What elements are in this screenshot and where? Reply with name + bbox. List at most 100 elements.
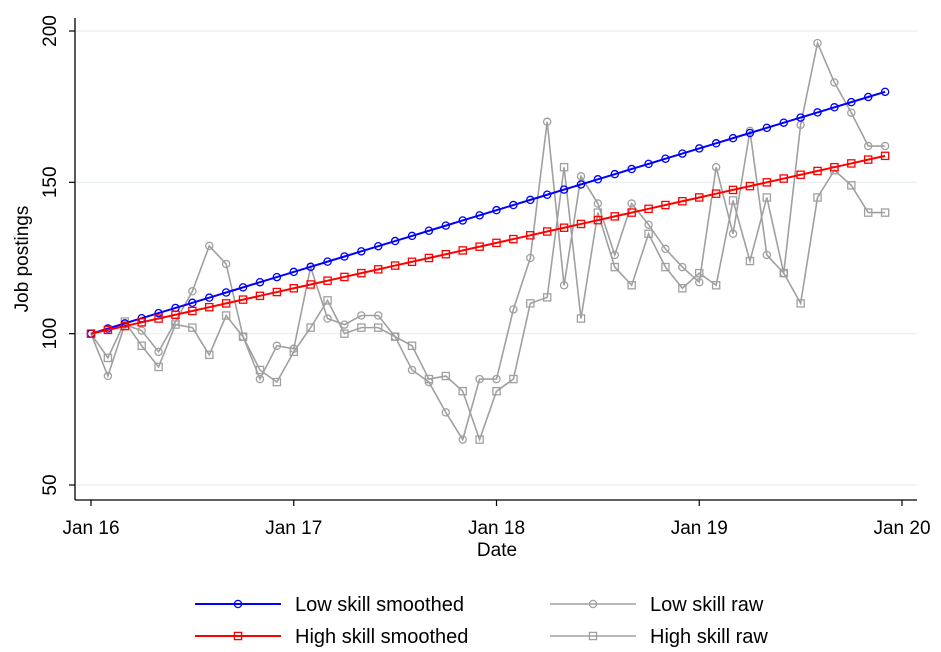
data-point-high-skill-smoothed: [830, 162, 839, 172]
data-point-low-skill-raw: [272, 341, 282, 351]
data-point-low-skill-smoothed: [559, 185, 569, 194]
series-line-high-skill-raw: [90, 167, 886, 443]
data-point-low-skill-smoothed: [323, 257, 332, 266]
data-point-low-skill-smoothed: [424, 226, 434, 236]
data-point-low-skill-raw: [154, 347, 163, 357]
data-point-high-skill-smoothed: [627, 208, 636, 217]
data-point-high-skill-smoothed: [779, 174, 788, 183]
y-tick-label: 200: [40, 15, 61, 47]
data-point-high-skill-smoothed: [644, 204, 653, 214]
y-tick-label: 50: [40, 474, 61, 495]
data-point-high-skill-raw: [728, 196, 738, 205]
data-point-low-skill-smoothed: [340, 252, 349, 261]
legend-item-high-skill-smoothed: High skill smoothed: [195, 626, 468, 648]
data-point-high-skill-smoothed: [576, 219, 586, 229]
data-point-high-skill-raw: [762, 193, 772, 202]
data-point-low-skill-raw: [542, 117, 552, 127]
legend-swatch-marker: [588, 631, 598, 641]
data-point-low-skill-smoothed: [357, 247, 366, 256]
data-point-low-skill-raw: [678, 262, 687, 272]
data-point-high-skill-smoothed: [678, 196, 687, 206]
data-point-low-skill-raw: [830, 78, 839, 87]
data-point-low-skill-smoothed: [407, 231, 417, 241]
data-point-low-skill-raw: [441, 408, 451, 417]
data-point-high-skill-smoothed: [255, 291, 265, 301]
data-point-low-skill-raw: [103, 371, 113, 381]
data-point-high-skill-smoothed: [559, 223, 569, 232]
data-point-high-skill-smoothed: [424, 253, 434, 263]
legend-label: High skill smoothed: [295, 626, 468, 648]
data-point-high-skill-smoothed: [306, 280, 315, 289]
data-point-high-skill-raw: [863, 208, 873, 217]
data-point-low-skill-smoothed: [390, 236, 400, 246]
data-point-low-skill-smoothed: [711, 139, 721, 148]
legend-swatch-marker: [233, 599, 243, 609]
data-point-low-skill-smoothed: [492, 205, 501, 215]
x-tick-label: Jan 17: [265, 518, 322, 539]
data-point-high-skill-raw: [678, 284, 687, 293]
data-point-low-skill-raw: [509, 305, 518, 314]
data-point-low-skill-raw: [323, 314, 332, 323]
data-point-low-skill-raw: [728, 229, 738, 239]
data-point-low-skill-raw: [255, 374, 265, 384]
data-point-low-skill-smoothed: [830, 103, 839, 112]
data-point-high-skill-smoothed: [120, 321, 130, 331]
x-tick-label: Jan 19: [671, 518, 728, 539]
data-point-high-skill-smoothed: [86, 329, 96, 338]
data-point-high-skill-smoothed: [796, 170, 805, 180]
data-point-high-skill-raw: [103, 353, 113, 363]
data-point-low-skill-smoothed: [306, 262, 315, 272]
data-point-high-skill-smoothed: [542, 227, 552, 236]
data-point-low-skill-smoothed: [576, 180, 586, 189]
x-tick-label: Jan 20: [873, 518, 930, 539]
data-point-high-skill-raw: [475, 435, 484, 444]
series-line-low-skill-raw: [90, 40, 886, 442]
data-point-low-skill-smoothed: [695, 144, 704, 153]
data-point-low-skill-smoothed: [238, 283, 248, 292]
data-point-high-skill-raw: [171, 320, 180, 329]
data-point-high-skill-raw: [221, 311, 231, 320]
data-point-high-skill-raw: [458, 386, 467, 396]
data-point-low-skill-smoothed: [863, 92, 873, 102]
data-point-high-skill-smoothed: [745, 181, 755, 191]
data-point-high-skill-smoothed: [137, 318, 146, 327]
data-point-high-skill-smoothed: [205, 302, 214, 312]
data-point-high-skill-smoothed: [188, 306, 197, 316]
data-point-high-skill-raw: [272, 377, 282, 387]
data-point-low-skill-smoothed: [475, 211, 484, 220]
data-point-high-skill-smoothed: [103, 325, 113, 335]
legend: Low skill smoothed High skill smoothed Low…: [195, 594, 768, 648]
data-point-low-skill-smoothed: [526, 195, 535, 205]
data-point-high-skill-raw: [188, 323, 197, 332]
data-point-high-skill-smoothed: [289, 284, 298, 293]
data-point-low-skill-smoothed: [542, 190, 552, 199]
data-point-low-skill-raw: [221, 259, 231, 269]
data-point-low-skill-smoothed: [796, 113, 805, 122]
data-point-high-skill-raw: [492, 386, 501, 396]
series-line-high-skill-smoothed: [90, 154, 886, 335]
series-high-skill-smoothed: [86, 151, 890, 338]
data-point-high-skill-raw: [255, 365, 265, 375]
axes: [74, 18, 917, 501]
data-point-high-skill-raw: [137, 341, 146, 351]
data-point-low-skill-smoothed: [728, 133, 738, 143]
data-point-high-skill-raw: [340, 329, 349, 338]
data-point-low-skill-smoothed: [593, 175, 603, 184]
data-point-high-skill-raw: [711, 280, 721, 290]
data-point-low-skill-raw: [576, 172, 586, 181]
data-point-high-skill-smoothed: [238, 295, 248, 304]
y-axis-title: Job postings: [12, 206, 33, 313]
data-point-low-skill-smoothed: [661, 154, 670, 163]
legend-label: Low skill raw: [650, 594, 764, 616]
data-point-low-skill-smoothed: [272, 272, 282, 282]
data-point-low-skill-smoothed: [458, 216, 467, 225]
data-point-high-skill-raw: [745, 256, 755, 266]
data-point-low-skill-raw: [458, 435, 467, 444]
data-point-high-skill-raw: [390, 332, 400, 341]
data-point-high-skill-raw: [627, 280, 636, 290]
data-point-low-skill-raw: [644, 220, 653, 229]
data-point-high-skill-smoothed: [373, 265, 383, 274]
data-point-high-skill-raw: [542, 293, 552, 302]
data-point-high-skill-smoothed: [526, 231, 535, 240]
